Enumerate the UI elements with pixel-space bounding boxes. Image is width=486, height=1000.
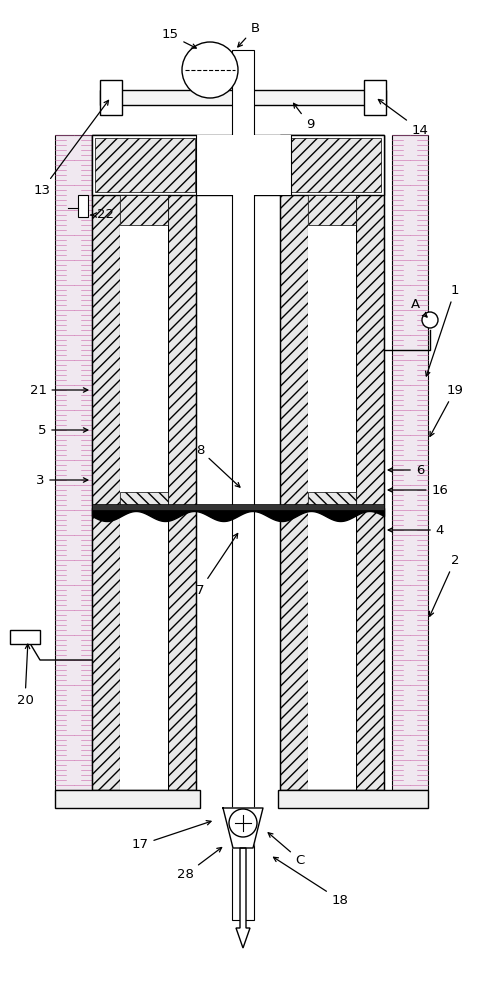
Text: 5: 5 xyxy=(38,424,88,436)
Circle shape xyxy=(182,42,238,98)
Bar xyxy=(120,135,168,790)
Text: B: B xyxy=(238,21,260,47)
Text: 20: 20 xyxy=(17,644,34,706)
Bar xyxy=(280,135,308,790)
FancyArrow shape xyxy=(236,848,250,948)
Bar xyxy=(364,80,386,115)
Bar xyxy=(100,80,122,115)
Bar xyxy=(278,790,428,808)
Text: 18: 18 xyxy=(274,857,348,906)
Text: 17: 17 xyxy=(132,821,211,852)
Bar xyxy=(120,492,168,510)
Bar xyxy=(10,630,40,644)
Text: 21: 21 xyxy=(30,383,88,396)
Text: 9: 9 xyxy=(294,103,314,131)
Bar xyxy=(92,135,196,790)
Text: 1: 1 xyxy=(426,284,459,376)
Bar xyxy=(196,135,291,195)
Text: C: C xyxy=(268,833,305,866)
Text: 28: 28 xyxy=(176,848,222,882)
Bar xyxy=(168,135,196,790)
Bar xyxy=(280,135,384,790)
Bar xyxy=(308,492,356,510)
Text: 13: 13 xyxy=(34,100,108,196)
Text: 4: 4 xyxy=(388,524,444,536)
Polygon shape xyxy=(223,808,263,848)
Bar xyxy=(95,138,195,192)
Text: 3: 3 xyxy=(36,474,88,487)
Text: 14: 14 xyxy=(379,99,429,136)
Bar xyxy=(92,504,384,510)
Text: 15: 15 xyxy=(161,28,196,48)
Text: A: A xyxy=(411,298,427,317)
Bar xyxy=(55,790,200,808)
Text: 8: 8 xyxy=(196,444,240,487)
Bar xyxy=(55,135,92,790)
Text: 16: 16 xyxy=(388,484,449,496)
Bar xyxy=(92,135,120,790)
Text: 6: 6 xyxy=(388,464,424,477)
Text: 7: 7 xyxy=(196,533,238,596)
Bar xyxy=(281,138,381,192)
Bar xyxy=(100,90,386,105)
Bar xyxy=(308,135,356,790)
Bar xyxy=(120,195,168,225)
Bar xyxy=(392,135,428,790)
Circle shape xyxy=(422,312,438,328)
Bar xyxy=(78,195,88,217)
Text: 19: 19 xyxy=(430,383,464,436)
Text: 2: 2 xyxy=(430,554,459,616)
Text: 22: 22 xyxy=(91,209,114,222)
Bar xyxy=(92,135,384,195)
Bar xyxy=(356,135,384,790)
Circle shape xyxy=(229,809,257,837)
Bar xyxy=(308,195,356,225)
Bar xyxy=(232,50,254,920)
